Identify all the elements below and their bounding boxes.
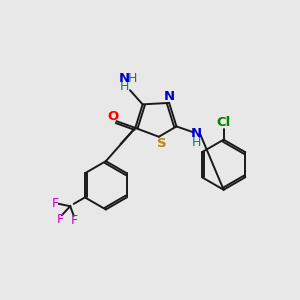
Text: N: N: [191, 127, 202, 140]
Text: O: O: [107, 110, 118, 123]
Text: N: N: [164, 90, 175, 103]
Text: Cl: Cl: [217, 116, 231, 128]
Text: F: F: [56, 213, 64, 226]
Text: H: H: [192, 136, 201, 149]
Text: F: F: [51, 197, 58, 210]
Text: F: F: [71, 214, 78, 226]
Text: S: S: [157, 137, 166, 150]
Text: N: N: [118, 72, 130, 85]
Text: H: H: [128, 72, 138, 85]
Text: H: H: [119, 80, 129, 93]
